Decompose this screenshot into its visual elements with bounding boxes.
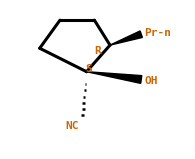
Text: OH: OH [144,76,158,86]
Text: Pr-n: Pr-n [144,28,171,38]
Polygon shape [110,31,142,45]
Text: R: R [94,46,101,56]
Text: NC: NC [66,121,79,131]
Polygon shape [87,72,142,83]
Text: S: S [85,64,91,74]
